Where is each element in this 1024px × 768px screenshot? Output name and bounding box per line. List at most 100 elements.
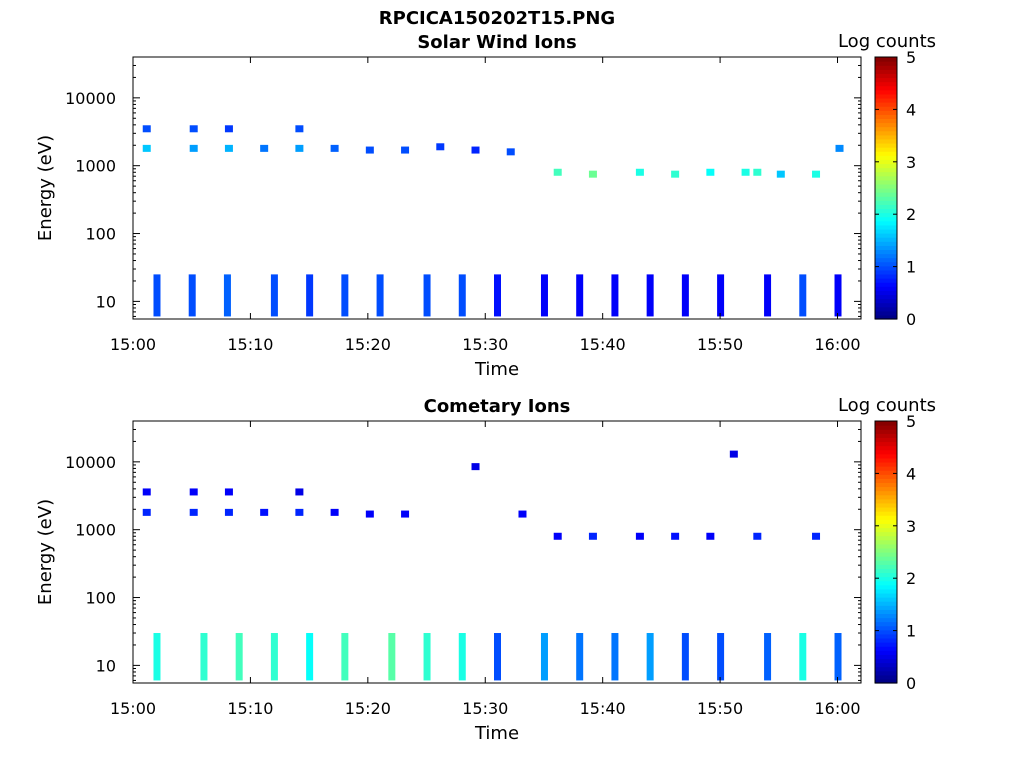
heatmap-cell	[189, 144, 198, 152]
panel-title: Solar Wind Ions	[417, 32, 576, 53]
heatmap-cell	[295, 125, 304, 133]
y-tick-label: 1000	[75, 521, 116, 540]
colorbar-swatch	[875, 265, 897, 271]
colorbar-tick-label: 0	[906, 674, 916, 693]
colorbar-swatch	[875, 666, 897, 672]
heatmap-cell	[189, 125, 198, 133]
colorbar-swatch	[875, 220, 897, 226]
burst-mark	[153, 633, 161, 681]
colorbar-swatch	[875, 580, 897, 586]
colorbar-swatch	[875, 159, 897, 165]
colorbar-label: Log counts	[838, 31, 936, 52]
heatmap-cell	[741, 168, 750, 176]
heatmap-cell	[553, 168, 562, 176]
colorbar-swatch	[875, 601, 897, 606]
colorbar-swatch	[875, 576, 897, 582]
colorbar-tick-label: 4	[906, 100, 916, 119]
x-tick-label: 15:50	[697, 335, 743, 354]
colorbar-swatch	[875, 461, 897, 467]
heatmap-cells	[142, 125, 844, 317]
heatmap-cell	[365, 510, 374, 518]
heatmap-cell	[295, 488, 304, 496]
colorbar-swatch	[875, 429, 897, 434]
colorbar-swatch	[875, 302, 897, 308]
colorbar-swatch	[875, 449, 897, 455]
heatmap-cell	[142, 125, 151, 133]
colorbar-swatch	[875, 65, 897, 70]
heatmap-cell	[224, 144, 233, 152]
heatmap-cell	[401, 510, 410, 518]
burst-mark	[188, 274, 196, 317]
colorbar-swatch	[875, 261, 897, 267]
burst-mark	[153, 274, 161, 317]
burst-mark	[834, 274, 842, 317]
colorbar-swatch	[875, 314, 897, 320]
colorbar-swatch	[875, 670, 897, 676]
colorbar-swatch	[875, 568, 897, 574]
colorbar-swatch	[875, 147, 897, 152]
heatmap-cell	[260, 508, 269, 516]
heatmap-cell	[142, 144, 151, 152]
colorbar-swatch	[875, 572, 897, 578]
colorbar-tick-label: 5	[906, 48, 916, 67]
colorbar-swatch	[875, 245, 897, 251]
colorbar-swatch	[875, 523, 897, 529]
colorbar-tick-label: 3	[906, 517, 916, 536]
burst-mark	[235, 633, 243, 681]
colorbar-swatch	[875, 535, 897, 541]
colorbar-swatch	[875, 662, 897, 668]
burst-mark	[341, 274, 349, 317]
burst-mark	[306, 633, 314, 681]
colorbar-swatch	[875, 646, 897, 651]
colorbar-swatch	[875, 212, 897, 218]
burst-mark	[494, 274, 501, 317]
burst-mark	[799, 274, 807, 317]
heatmap-cell	[471, 146, 480, 154]
y-tick-label: 100	[85, 225, 116, 244]
colorbar-swatch	[875, 130, 897, 136]
colorbar-swatch	[875, 637, 897, 643]
colorbar-swatch	[875, 490, 897, 496]
heatmap-cell	[436, 143, 445, 151]
colorbar-swatch	[875, 114, 897, 120]
colorbar-swatch	[875, 175, 897, 181]
heatmap-cell	[224, 508, 233, 516]
colorbar-swatch	[875, 482, 897, 488]
x-tick-label: 15:40	[580, 699, 626, 718]
y-tick-label: 10000	[65, 89, 116, 108]
burst-mark	[270, 633, 278, 681]
heatmap-cell	[812, 532, 821, 540]
burst-mark	[376, 274, 384, 317]
colorbar-swatch	[875, 445, 897, 451]
y-axis-label: Energy (eV)	[35, 135, 56, 241]
x-tick-label: 16:00	[814, 699, 860, 718]
heatmap-cell	[518, 510, 527, 518]
heatmap-cell	[776, 170, 785, 178]
heatmap-cell	[706, 168, 715, 176]
y-ticks: 10 100 1000 10000	[65, 420, 861, 681]
burst-mark	[576, 274, 584, 317]
burst-mark	[423, 274, 431, 317]
colorbar-swatch	[875, 57, 897, 62]
burst-mark	[681, 633, 689, 681]
colorbar-swatch	[875, 466, 897, 471]
colorbar-swatch	[875, 200, 897, 205]
burst-mark	[270, 274, 278, 317]
colorbar-tick-label: 5	[906, 412, 916, 431]
colorbar-swatch	[875, 290, 897, 296]
colorbar-swatch	[875, 654, 897, 660]
heatmap-cell	[295, 508, 304, 516]
colorbar-swatch	[875, 208, 897, 214]
heatmap-cell	[635, 532, 644, 540]
colorbar-swatch	[875, 506, 897, 512]
heatmap-cell	[224, 125, 233, 133]
x-tick-label: 15:10	[227, 699, 273, 718]
burst-mark	[200, 633, 208, 681]
colorbar-label: Log counts	[838, 395, 936, 416]
colorbar-swatch	[875, 282, 897, 287]
colorbar-swatch	[875, 441, 897, 447]
colorbar-swatch	[875, 609, 897, 615]
